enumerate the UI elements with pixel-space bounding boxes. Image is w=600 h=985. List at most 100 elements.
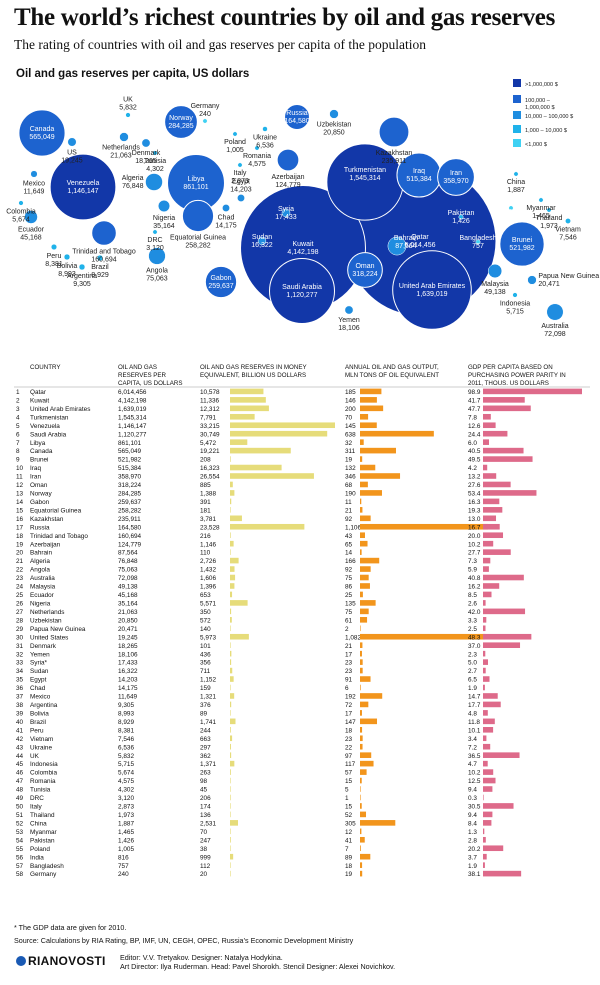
bubble-label-kuwait-name: Kuwait <box>292 241 313 248</box>
row-34-money-bar <box>230 667 233 674</box>
row-48-rank: 48 <box>16 787 24 794</box>
bubble-label-us-value: 19,245 <box>61 157 83 164</box>
row-1-output-value: 185 <box>345 389 356 396</box>
row-26-rank: 26 <box>16 601 24 608</box>
row-32-output-value: 17 <box>345 651 353 658</box>
bubble-label-vietnam-value: 7,546 <box>559 235 577 242</box>
row-22-country: Angola <box>30 567 50 574</box>
row-29-output-bar <box>360 625 361 632</box>
bubble-label-norway-name: Norway <box>169 115 193 122</box>
bubble-label-thailand-name: Thailand <box>536 215 563 222</box>
logo-text: RIANOVOSTI <box>28 954 106 968</box>
row-34-gdp-value: 2.7 <box>468 668 477 675</box>
bubble-label-canada-value: 565,049 <box>29 134 54 141</box>
row-4-country: Turkmenistan <box>30 414 69 421</box>
bubble-label-kuwait-value: 4,142,198 <box>287 249 318 256</box>
row-17-money-bar <box>230 523 305 530</box>
row-11-output-bar <box>360 473 401 479</box>
row-55-gdp-bar <box>483 845 504 852</box>
bubble-ukraine <box>262 126 268 132</box>
row-9-output-bar <box>360 456 363 462</box>
row-52-gdp-bar <box>483 820 492 826</box>
bubble-label-chad-name: Chad <box>218 215 235 222</box>
row-36-output-value: 6 <box>345 685 349 692</box>
row-44-money-bar <box>230 752 232 758</box>
bubble-mexico <box>30 170 38 178</box>
bubble-label-iraq-name: Iraq <box>413 168 425 175</box>
row-26-per-capita: 35,164 <box>118 601 138 608</box>
row-29-rank: 29 <box>16 626 24 633</box>
row-49-money-bar <box>230 794 231 801</box>
bubble-label-us-name: US <box>67 149 77 156</box>
row-10-gdp-bar <box>483 464 488 471</box>
row-33-money-value: 356 <box>200 660 211 667</box>
row-37-country: Mexico <box>30 694 51 701</box>
header-gdp-line-3: 2011, THOUS. US DOLLARS <box>468 380 549 387</box>
row-39-money-value: 89 <box>200 710 208 717</box>
row-30-money-value: 5,973 <box>200 634 216 641</box>
row-34-rank: 34 <box>16 668 24 675</box>
row-10-per-capita: 515,384 <box>118 465 142 472</box>
row-46-output-bar <box>360 769 367 775</box>
bubble-label-indonesia-name: Indonesia <box>500 300 530 307</box>
row-42-rank: 42 <box>16 736 24 743</box>
row-51-output-bar <box>360 811 367 818</box>
row-46-output-value: 57 <box>345 770 353 777</box>
row-28-money-bar <box>230 617 232 623</box>
row-18-money-bar <box>230 532 231 539</box>
bubble-venezuela <box>49 153 117 221</box>
bubble-label-gabon-name: Gabon <box>210 275 231 282</box>
row-34-country: Sudan <box>30 668 49 675</box>
row-30-output-bar <box>360 633 486 640</box>
row-5-output-bar <box>360 422 377 429</box>
row-50-gdp-value: 30.5 <box>468 804 481 811</box>
row-17-gdp-value: 16.7 <box>468 524 481 531</box>
row-51-per-capita: 1,973 <box>118 812 134 819</box>
row-10-country: Iraq <box>30 465 41 472</box>
bubble-label-gabon-value: 259,637 <box>208 283 233 290</box>
row-33-output-value: 23 <box>345 660 353 667</box>
row-31-rank: 31 <box>16 643 24 650</box>
row-35-output-value: 91 <box>345 677 353 684</box>
row-39-gdp-bar <box>483 710 488 716</box>
bubble-label-equatorial-guinea-value: 258,282 <box>185 243 210 250</box>
bubble-label-germany-value: 240 <box>199 111 211 118</box>
row-5-money-value: 33,215 <box>200 423 220 430</box>
row-8-gdp-bar <box>483 447 524 454</box>
bubble-poland <box>232 131 238 137</box>
bubble-label-australia-value: 72,098 <box>544 331 566 338</box>
row-37-gdp-bar <box>483 693 498 699</box>
row-57-country: Bangladesh <box>30 863 64 870</box>
row-42-output-value: 23 <box>345 736 353 743</box>
row-27-per-capita: 21,063 <box>118 609 138 616</box>
row-41-output-bar <box>360 727 363 733</box>
row-18-output-bar <box>360 532 365 539</box>
footnote: * The GDP data are given for 2010. <box>14 923 127 932</box>
row-31-country: Denmark <box>30 643 57 650</box>
row-58-rank: 58 <box>16 871 24 878</box>
row-55-money-bar <box>230 845 231 852</box>
row-10-output-value: 132 <box>345 465 356 472</box>
row-44-gdp-bar <box>483 752 520 758</box>
row-18-country: Trinidad and Tobago <box>30 533 88 540</box>
row-22-gdp-bar <box>483 566 489 572</box>
row-26-gdp-bar <box>483 600 486 606</box>
row-24-output-value: 86 <box>345 584 353 591</box>
row-52-country: China <box>30 820 47 827</box>
bubble-argentina <box>78 263 86 271</box>
row-48-gdp-bar <box>483 786 493 792</box>
row-34-money-value: 711 <box>200 668 211 675</box>
row-52-output-bar <box>360 820 396 826</box>
row-20-gdp-value: 27.7 <box>468 550 481 557</box>
row-56-money-bar <box>230 853 234 860</box>
row-15-output-value: 21 <box>345 507 353 514</box>
row-14-country: Gabon <box>30 499 50 506</box>
row-30-output-value: 1,082 <box>345 634 361 641</box>
bubble-india <box>508 205 514 211</box>
row-37-output-value: 192 <box>345 694 356 701</box>
row-2-money-bar <box>230 397 266 403</box>
row-54-money-bar <box>230 836 231 843</box>
bubble-label-vietnam-name: Vietnam <box>555 227 581 234</box>
row-43-country: Ukraine <box>30 744 52 751</box>
row-33-rank: 33 <box>16 660 24 667</box>
